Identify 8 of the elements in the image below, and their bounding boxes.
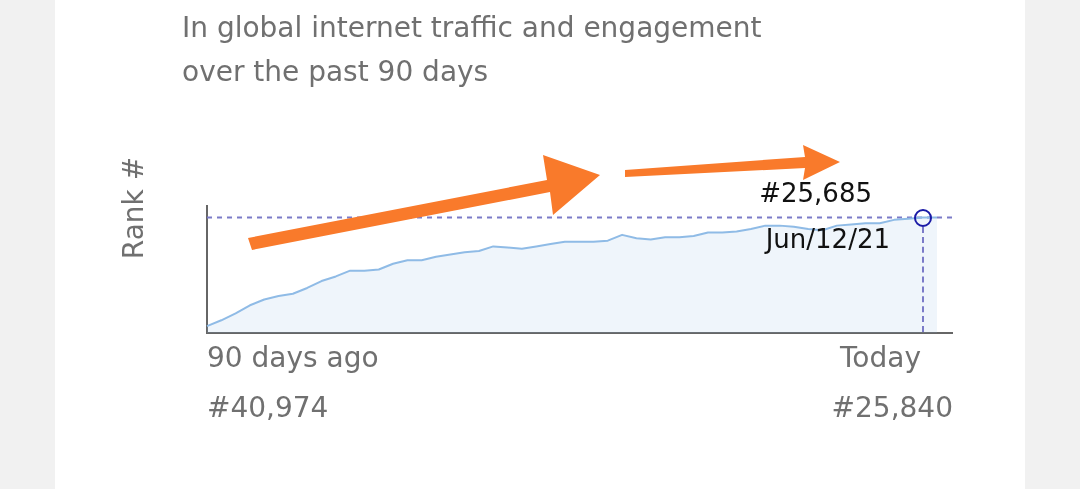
chart-title: In global internet traffic and engagement over the past 90 days — [182, 10, 763, 90]
annotation: Jun/12/21 — [765, 224, 890, 254]
text: #25,840 — [831, 391, 953, 424]
text: Today — [840, 341, 921, 374]
text: 90 days ago — [207, 341, 379, 374]
text: #40,974 — [207, 391, 329, 424]
y-axis-title: Rank # — [116, 156, 150, 260]
text: #25,685 — [759, 178, 872, 208]
